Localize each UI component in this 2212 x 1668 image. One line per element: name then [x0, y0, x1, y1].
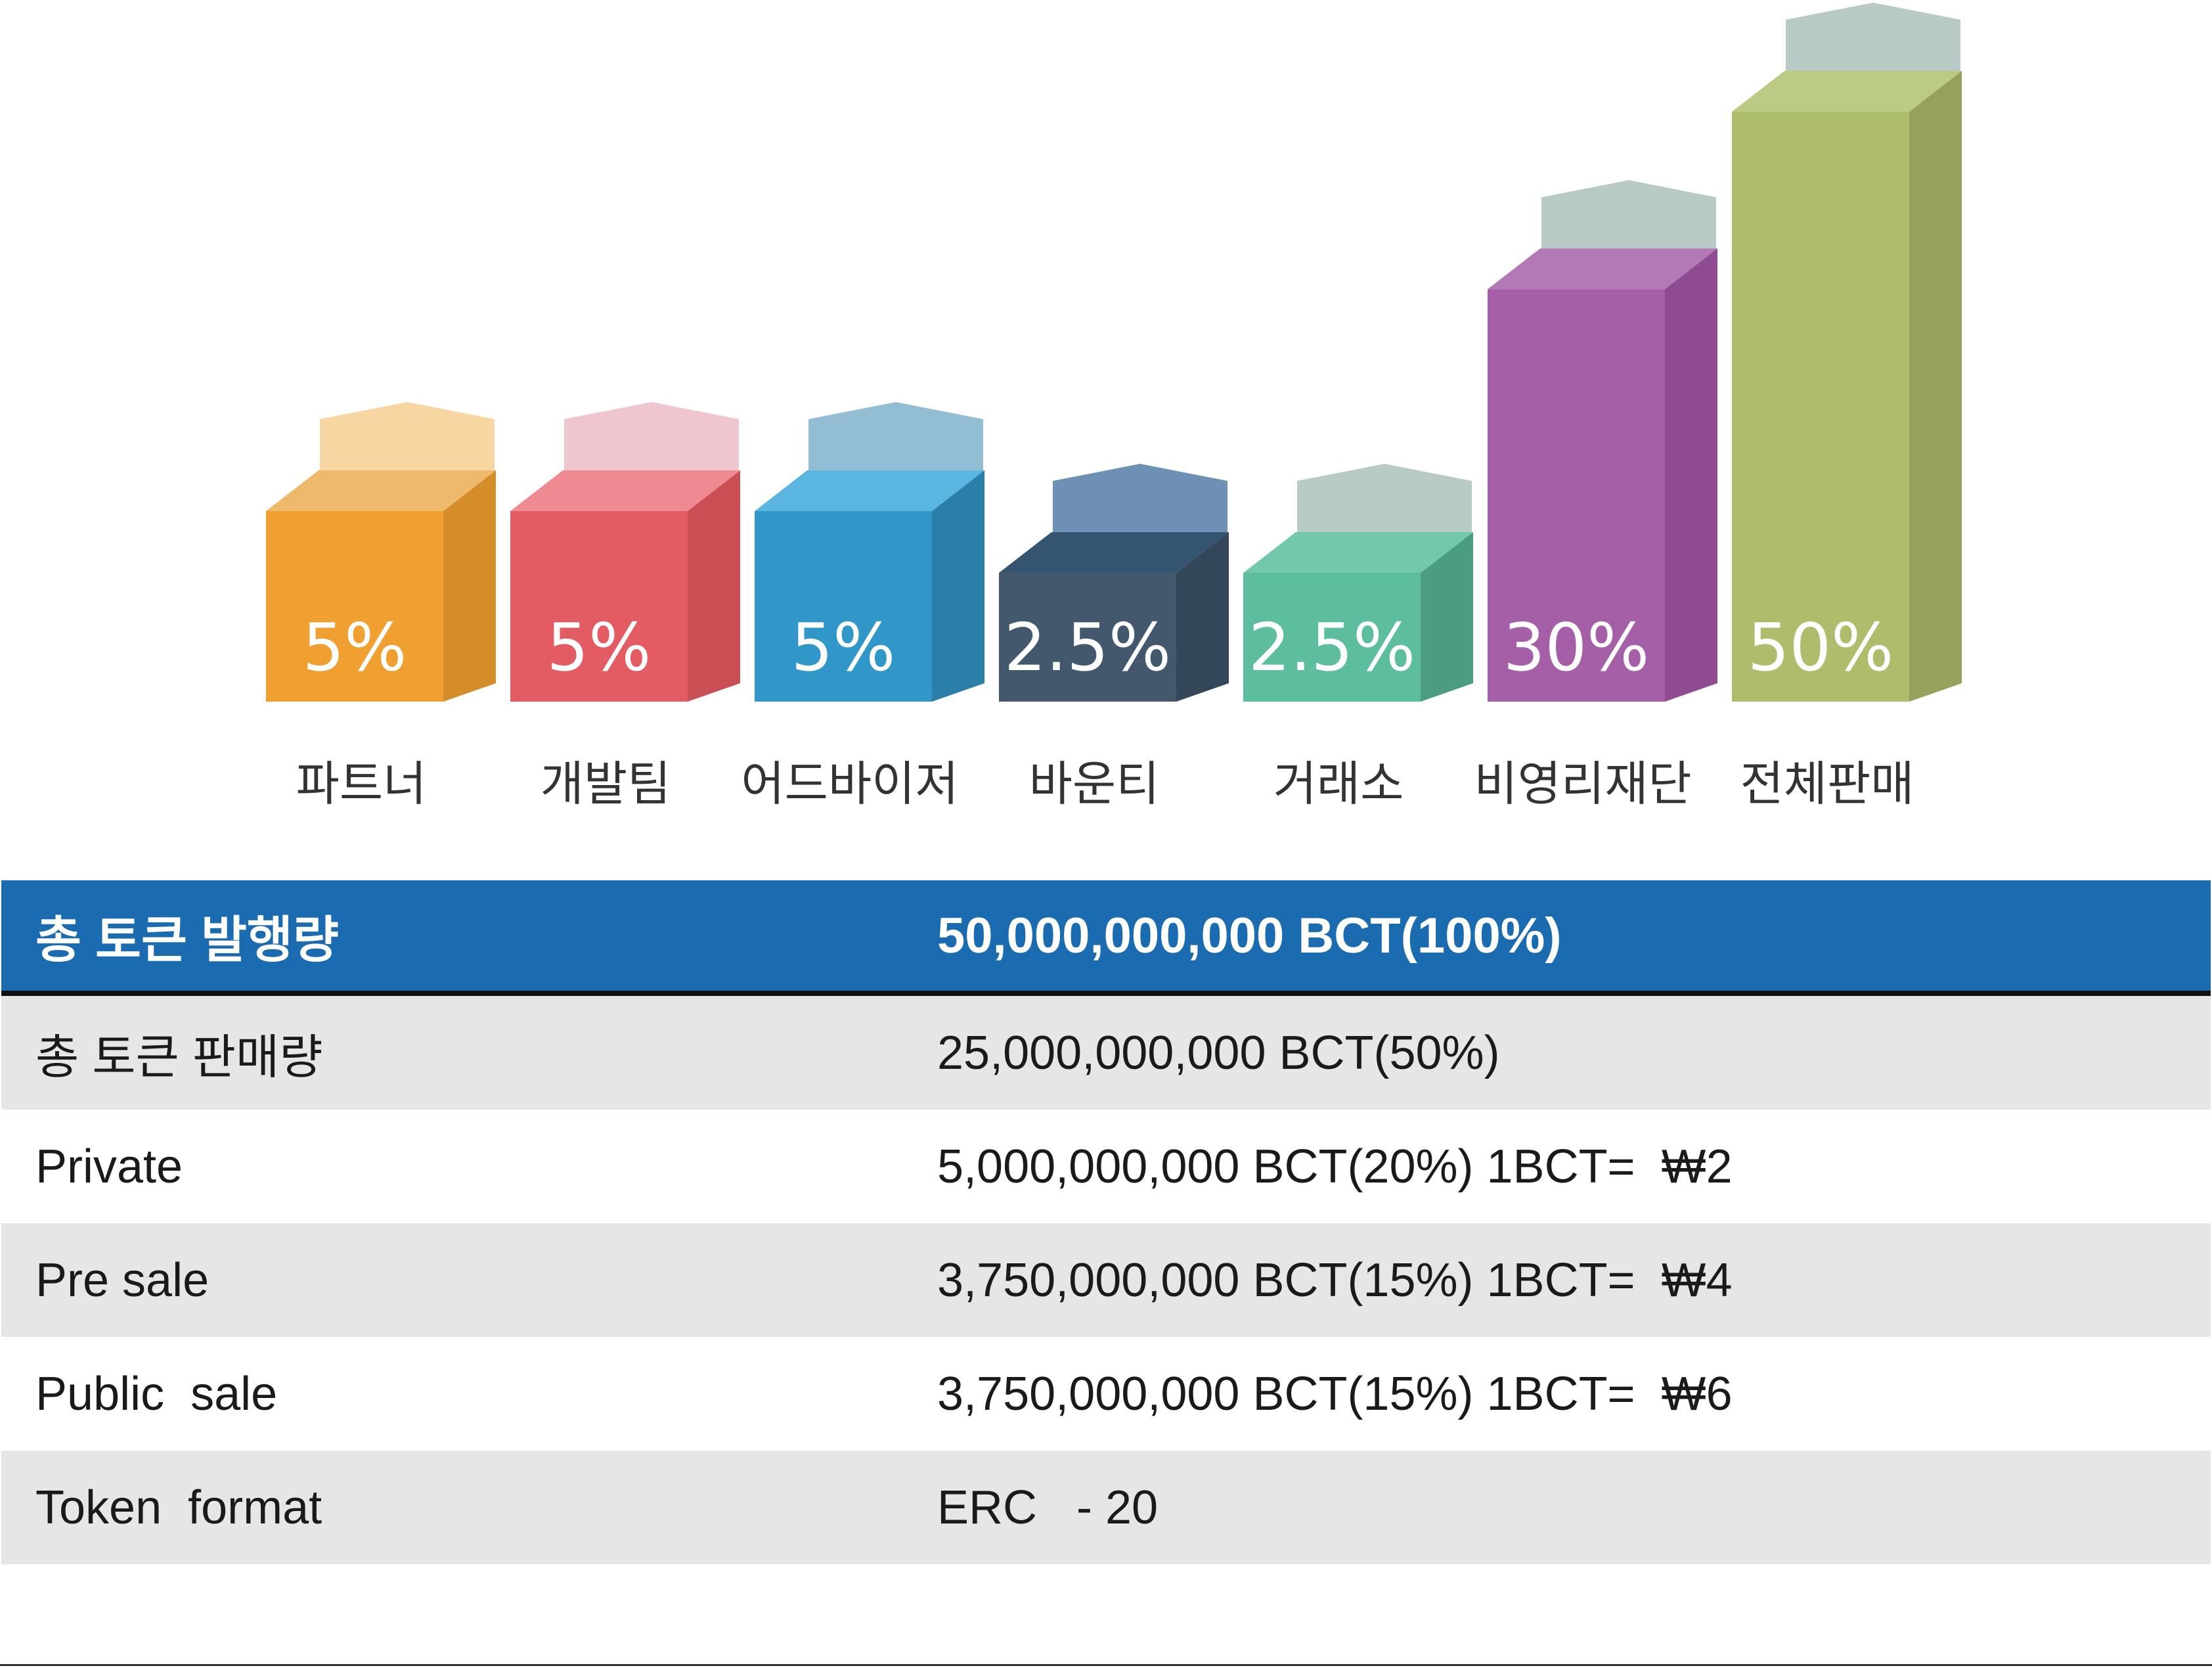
category-label: 파트너	[296, 756, 427, 811]
bar-value-label: 5%	[303, 609, 407, 686]
row-value: ERC - 20	[937, 1481, 1158, 1535]
bar-side	[443, 470, 496, 702]
bar-side	[688, 470, 740, 702]
bar-group: 5% 개발팀	[510, 402, 740, 811]
bar-value-label: 2.5%	[1249, 609, 1415, 686]
bar-value-label: 5%	[791, 609, 896, 686]
token-allocation-chart: 5% 파트너 5% 개발팀 5% 어드바이저 2.5% 바운티 2.5% 거래소 30% 비영리재단 5…	[0, 0, 2212, 854]
table-row: Public sale 3,750,000,000 BCT(15%) 1BCT=…	[1, 1337, 2211, 1451]
category-label: 개발팀	[541, 756, 671, 811]
table-header-row: 총 토큰 발행량 50,000,000,000 BCT(100%)	[1, 880, 2211, 996]
bar-cap	[320, 402, 495, 477]
total-issuance-label: 총 토큰 발행량	[35, 899, 339, 972]
bar-side	[1909, 71, 1962, 702]
category-label: 바운티	[1029, 756, 1160, 811]
row-label: Private	[35, 1140, 183, 1194]
bar-value-label: 30%	[1503, 609, 1649, 686]
category-label: 어드바이저	[741, 756, 958, 811]
bar-value-label: 5%	[547, 609, 652, 686]
category-label: 거래소	[1273, 756, 1404, 811]
row-value: 5,000,000,000 BCT(20%) 1BCT= ₩2	[937, 1140, 1733, 1194]
category-label: 비영리재단	[1474, 756, 1691, 811]
bar-cap	[1053, 464, 1228, 539]
bar-value-label: 50%	[1748, 609, 1893, 686]
bar-side	[932, 470, 984, 702]
token-info-table: 총 토큰 발행량 50,000,000,000 BCT(100%) 총 토큰 판…	[1, 880, 2211, 1564]
bar-cap	[564, 402, 739, 477]
table-row: Pre sale 3,750,000,000 BCT(15%) 1BCT= ₩4	[1, 1223, 2211, 1337]
total-issuance-value: 50,000,000,000 BCT(100%)	[937, 907, 1562, 964]
bar-group: 30% 비영리재단	[1474, 180, 1717, 811]
bar-group: 50% 전체판매	[1732, 3, 1962, 811]
bar-cap	[1541, 180, 1716, 255]
bar-value-label: 2.5%	[1004, 609, 1171, 686]
table-row: Private 5,000,000,000 BCT(20%) 1BCT= ₩2	[1, 1110, 2211, 1223]
table-row: 총 토큰 판매량 25,000,000,000 BCT(50%)	[1, 996, 2211, 1110]
bar-group: 2.5% 거래소	[1243, 464, 1473, 811]
bottom-divider	[0, 1664, 2212, 1666]
bar-cap	[1786, 3, 1960, 78]
bar-group: 2.5% 바운티	[999, 464, 1229, 811]
row-label: Public sale	[35, 1367, 277, 1421]
row-label: Token format	[35, 1481, 322, 1535]
row-value: 3,750,000,000 BCT(15%) 1BCT= ₩6	[937, 1367, 1733, 1421]
bar-group: 5% 파트너	[266, 402, 496, 811]
bar-side	[1665, 248, 1717, 702]
bar-cap	[808, 402, 983, 477]
bar-cap	[1297, 464, 1472, 539]
row-value: 3,750,000,000 BCT(15%) 1BCT= ₩4	[937, 1253, 1733, 1307]
table-row: Token format ERC - 20	[1, 1451, 2211, 1564]
row-label: 총 토큰 판매량	[35, 1018, 322, 1087]
row-label: Pre sale	[35, 1253, 209, 1307]
row-value: 25,000,000,000 BCT(50%)	[937, 1026, 1500, 1080]
bar-group: 5% 어드바이저	[741, 402, 984, 811]
category-label: 전체판매	[1740, 756, 1914, 811]
